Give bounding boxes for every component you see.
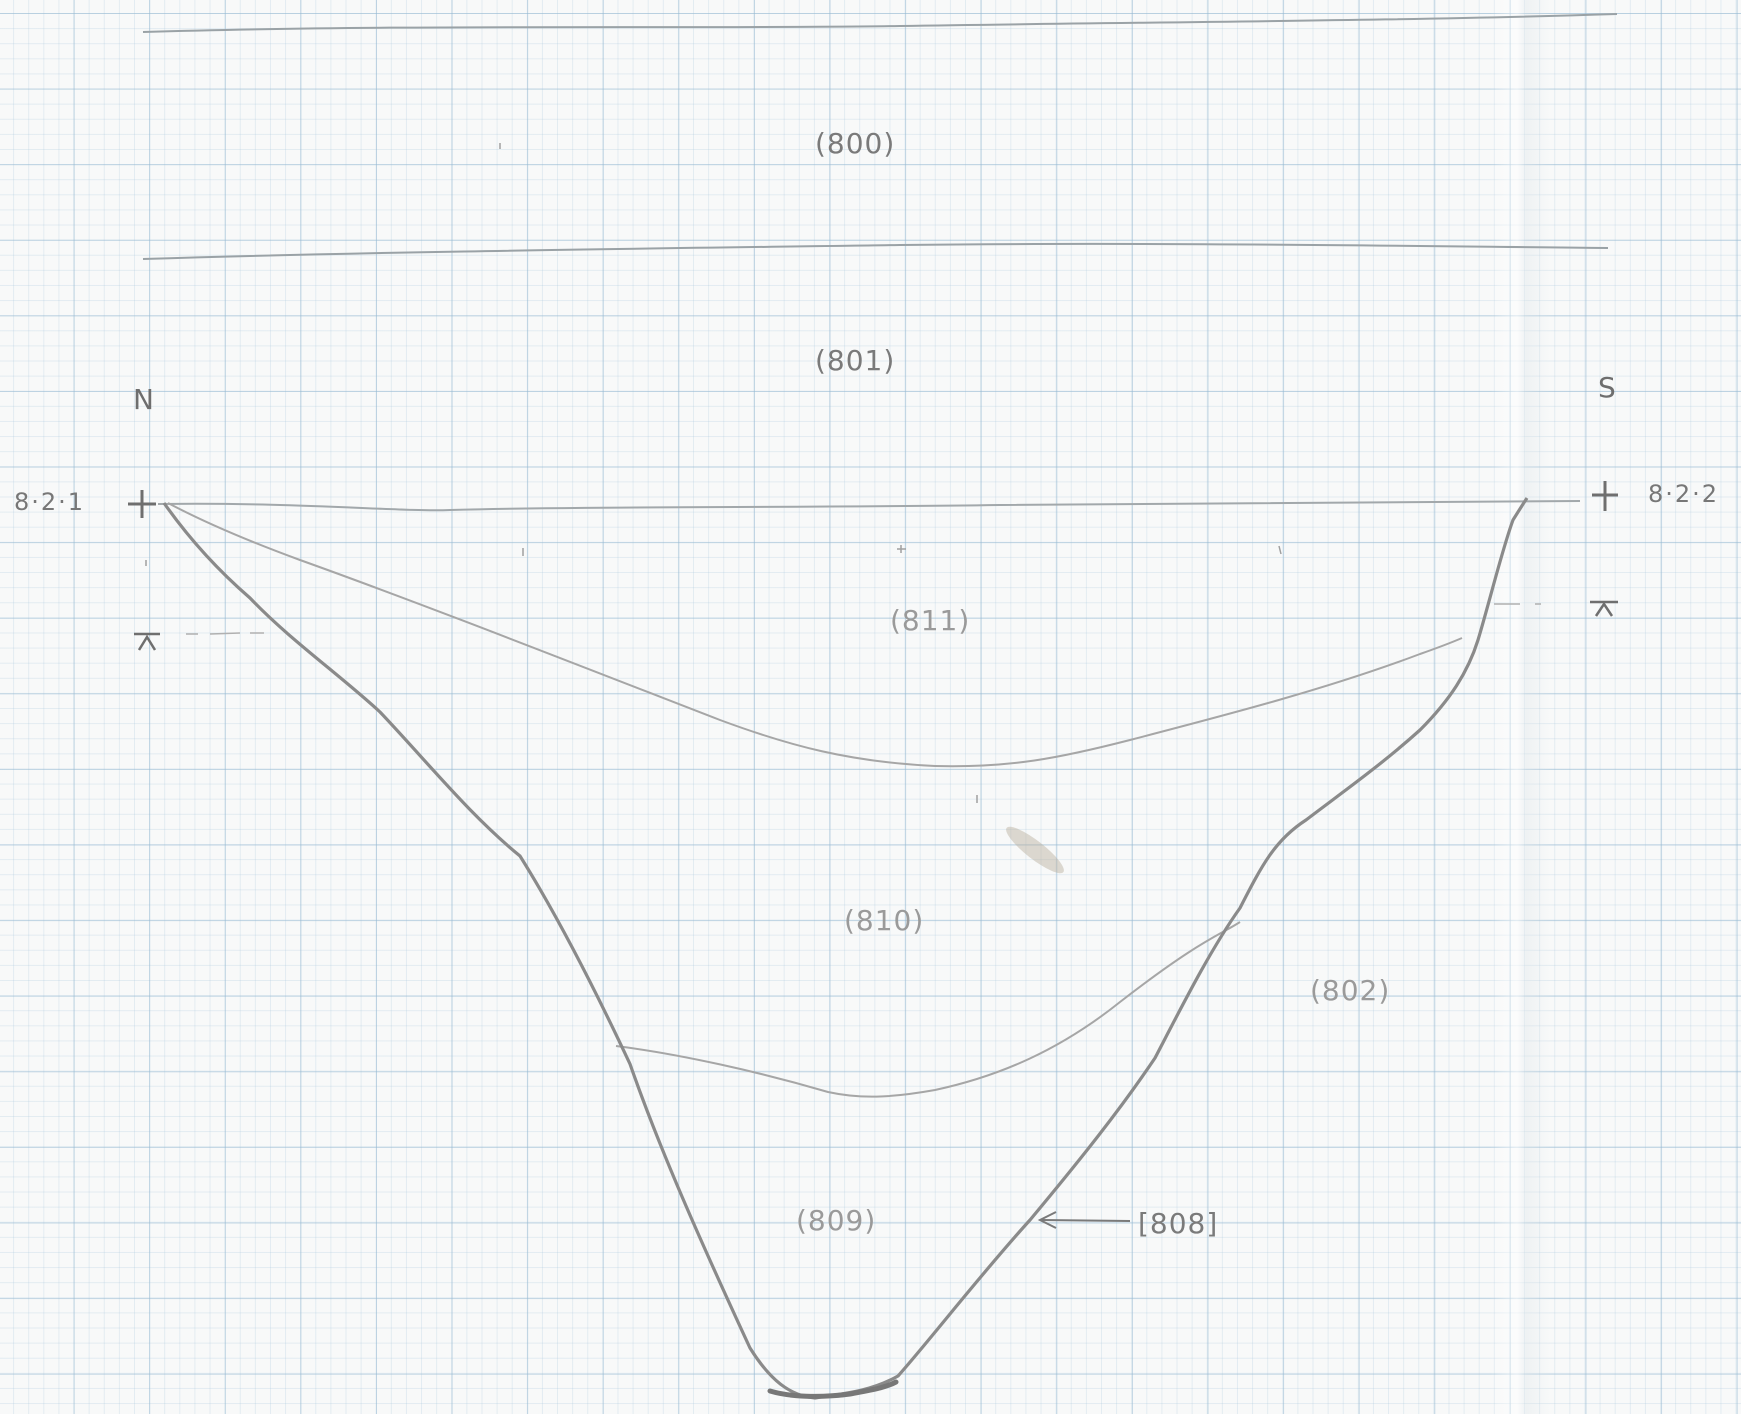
section-datum-line bbox=[157, 500, 1581, 512]
section-arrow-left-icon bbox=[134, 632, 264, 651]
paper-fold-crease bbox=[1490, 0, 1550, 1414]
layer-boundary-800-top bbox=[142, 13, 1618, 33]
datum-marker-left bbox=[128, 490, 156, 518]
cut-808-pointer-arrow-icon bbox=[1037, 1211, 1131, 1229]
layer-boundary-810-809 bbox=[615, 921, 1241, 1098]
context-810-label: (810) bbox=[844, 904, 924, 937]
context-809-label: (809) bbox=[796, 1204, 876, 1237]
datum-left-label: 8·2·1 bbox=[14, 488, 85, 516]
layer-boundary-800-801 bbox=[142, 242, 1609, 260]
context-811-label: (811) bbox=[890, 604, 970, 637]
cut-808-label: [808] bbox=[1138, 1207, 1218, 1240]
context-801-label: (801) bbox=[815, 344, 895, 377]
cut-808-base-emphasis bbox=[767, 1379, 899, 1399]
layer-boundary-811-810 bbox=[167, 502, 1463, 768]
context-802-label: (802) bbox=[1310, 974, 1390, 1007]
pencil-smudge bbox=[1006, 826, 1064, 874]
datum-right-label: 8·2·2 bbox=[1648, 480, 1719, 508]
datum-marker-right bbox=[1592, 481, 1618, 511]
direction-north-label: N bbox=[133, 383, 154, 416]
direction-south-label: S bbox=[1598, 371, 1616, 404]
section-arrow-right-icon bbox=[1494, 600, 1618, 617]
context-800-label: (800) bbox=[815, 127, 895, 160]
datum-ticks bbox=[145, 143, 1282, 803]
cut-808-outline bbox=[162, 497, 1529, 1400]
